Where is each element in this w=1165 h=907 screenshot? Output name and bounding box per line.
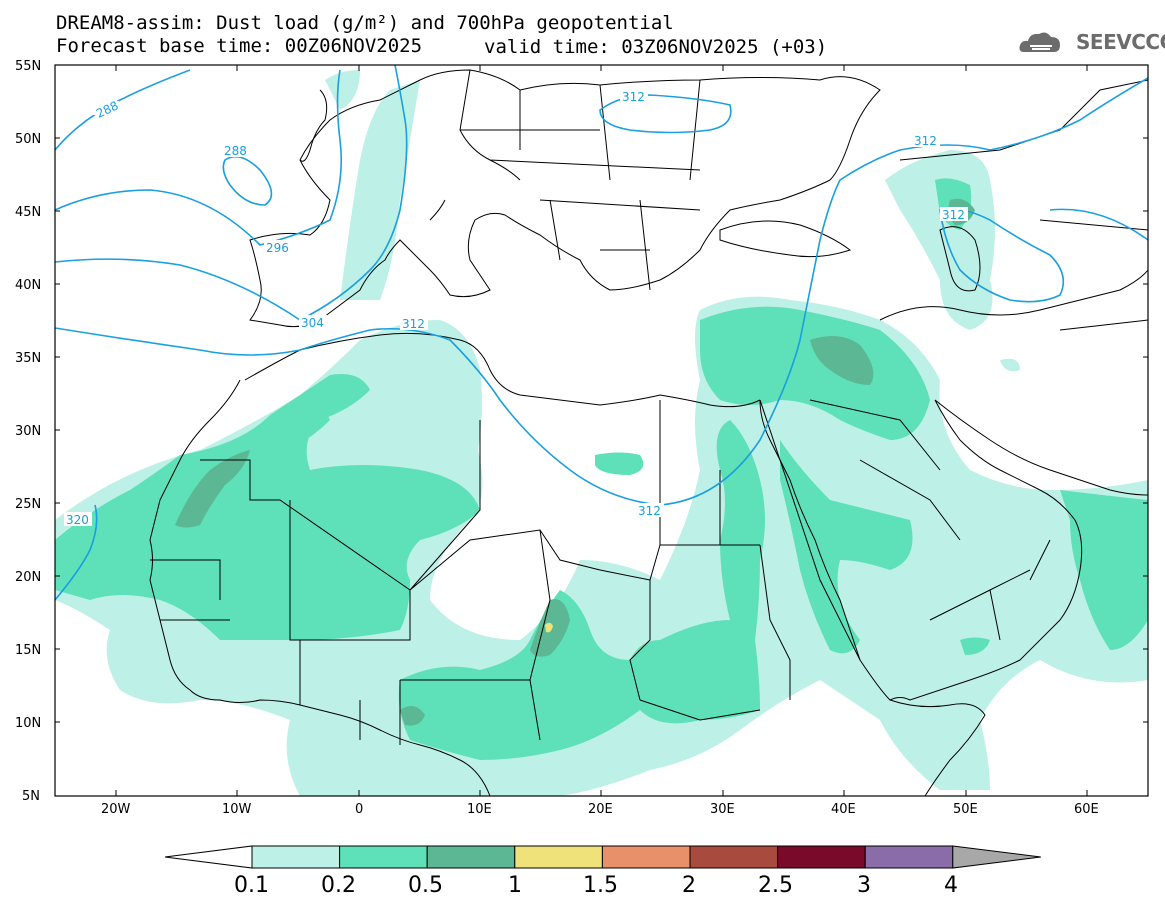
colorbar-label-4: 4 (944, 873, 958, 898)
colorbar-label-0.2: 0.2 (321, 873, 356, 898)
contour-label-312b: 312 (622, 90, 645, 104)
dust-level-1.0 (545, 622, 553, 633)
colorbar-label-1.5: 1.5 (583, 873, 618, 898)
forecast-base-time: Forecast base time: 00Z06NOV2025 (56, 35, 423, 57)
contour-label-304: 304 (301, 316, 324, 330)
lon-label-10e: 10E (467, 802, 492, 817)
colorbar-label-0.5: 0.5 (408, 873, 443, 898)
lon-label-60e: 60E (1074, 802, 1099, 817)
colorbar-swatch-6 (689, 845, 779, 869)
colorbar (164, 845, 1041, 869)
lat-label-55n: 55N (15, 59, 41, 74)
lon-labels: 20W 10W 0 10E 20E 30E 40E 50E 60E (101, 802, 1099, 817)
lat-label-25n: 25N (15, 497, 41, 512)
lat-label-10n: 10N (15, 716, 41, 731)
colorbar-swatch-2 (339, 845, 428, 869)
logo-text: SEEVCCC (1076, 30, 1165, 54)
lon-label-20w: 20W (101, 802, 131, 817)
lon-label-30e: 30E (710, 802, 735, 817)
colorbar-label-2.5: 2.5 (758, 873, 793, 898)
lat-label-35n: 35N (15, 351, 41, 366)
contour-label-320: 320 (66, 513, 89, 527)
map-title: DREAM8-assim: Dust load (g/m²) and 700hP… (56, 12, 674, 34)
colorbar-label-1: 1 (508, 873, 522, 898)
lat-label-5n: 5N (22, 789, 40, 804)
contour-labels: 288 288 296 304 312 312 312 312 312 320 (64, 89, 968, 527)
lat-label-45n: 45N (15, 205, 41, 220)
lat-label-50n: 50N (15, 132, 41, 147)
lon-ticks (115, 65, 1088, 796)
lon-label-40e: 40E (831, 802, 856, 817)
lat-label-40n: 40N (15, 278, 41, 293)
colorbar-swatch-7 (777, 845, 866, 869)
dust-level-0.5 (175, 198, 975, 726)
colorbar-swatch-under (164, 845, 253, 869)
colorbar-label-0.1: 0.1 (234, 873, 269, 898)
colorbar-swatch-5 (601, 845, 691, 869)
colorbar-swatch-over (952, 845, 1041, 869)
geopotential-contours (55, 65, 1148, 601)
contour-label-312e: 312 (638, 504, 661, 518)
lat-ticks (55, 64, 1148, 723)
contour-label-288b: 288 (224, 144, 247, 158)
contour-label-296: 296 (266, 241, 289, 255)
contour-label-312a: 312 (402, 317, 425, 331)
contour-label-312c: 312 (914, 134, 937, 148)
lon-label-50e: 50E (953, 802, 978, 817)
colorbar-swatch-3 (426, 845, 516, 869)
contour-label-312d: 312 (942, 208, 965, 222)
lat-labels: 55N 50N 45N 40N 35N 30N 25N 20N 15N 10N … (15, 59, 41, 804)
lon-label-0: 0 (355, 802, 363, 817)
lon-label-20e: 20E (588, 802, 613, 817)
lon-label-10w: 10W (222, 802, 252, 817)
lat-label-15n: 15N (15, 643, 41, 658)
colorbar-swatch-8 (864, 845, 954, 869)
lat-label-30n: 30N (15, 424, 41, 439)
coastlines-and-borders (149, 69, 1148, 796)
colorbar-swatch-1 (251, 845, 341, 869)
lat-label-20n: 20N (15, 570, 41, 585)
colorbar-labels: 0.1 0.2 0.5 1 1.5 2 2.5 3 4 (234, 873, 958, 898)
colorbar-label-3: 3 (857, 873, 871, 898)
cloud-logo-icon (1019, 32, 1060, 52)
colorbar-label-2: 2 (682, 873, 696, 898)
valid-time: valid time: 03Z06NOV2025 (+03) (484, 36, 828, 58)
colorbar-swatch-4 (514, 845, 603, 869)
